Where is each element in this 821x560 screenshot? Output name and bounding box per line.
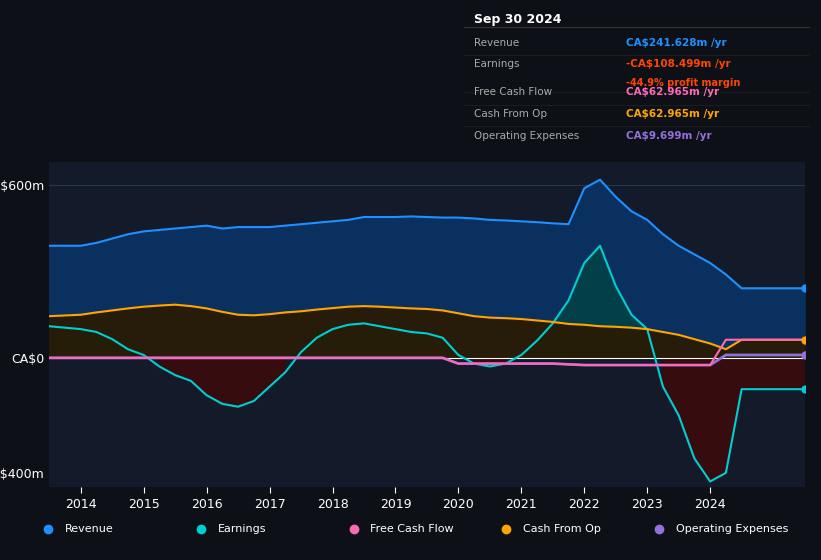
Text: Operating Expenses: Operating Expenses: [475, 131, 580, 141]
Text: CA$9.699m /yr: CA$9.699m /yr: [626, 131, 712, 141]
Text: Cash From Op: Cash From Op: [523, 524, 601, 534]
Text: Earnings: Earnings: [218, 524, 266, 534]
Text: CA$62.965m /yr: CA$62.965m /yr: [626, 87, 719, 97]
Text: Revenue: Revenue: [475, 38, 520, 48]
Text: Cash From Op: Cash From Op: [475, 109, 548, 119]
Text: Free Cash Flow: Free Cash Flow: [370, 524, 454, 534]
Text: Sep 30 2024: Sep 30 2024: [475, 13, 562, 26]
Text: Revenue: Revenue: [65, 524, 113, 534]
Text: -44.9% profit margin: -44.9% profit margin: [626, 78, 741, 88]
Text: CA$241.628m /yr: CA$241.628m /yr: [626, 38, 727, 48]
Text: Earnings: Earnings: [475, 59, 520, 69]
Text: Free Cash Flow: Free Cash Flow: [475, 87, 553, 97]
Text: -CA$108.499m /yr: -CA$108.499m /yr: [626, 59, 731, 69]
Text: CA$62.965m /yr: CA$62.965m /yr: [626, 109, 719, 119]
Text: Operating Expenses: Operating Expenses: [676, 524, 788, 534]
